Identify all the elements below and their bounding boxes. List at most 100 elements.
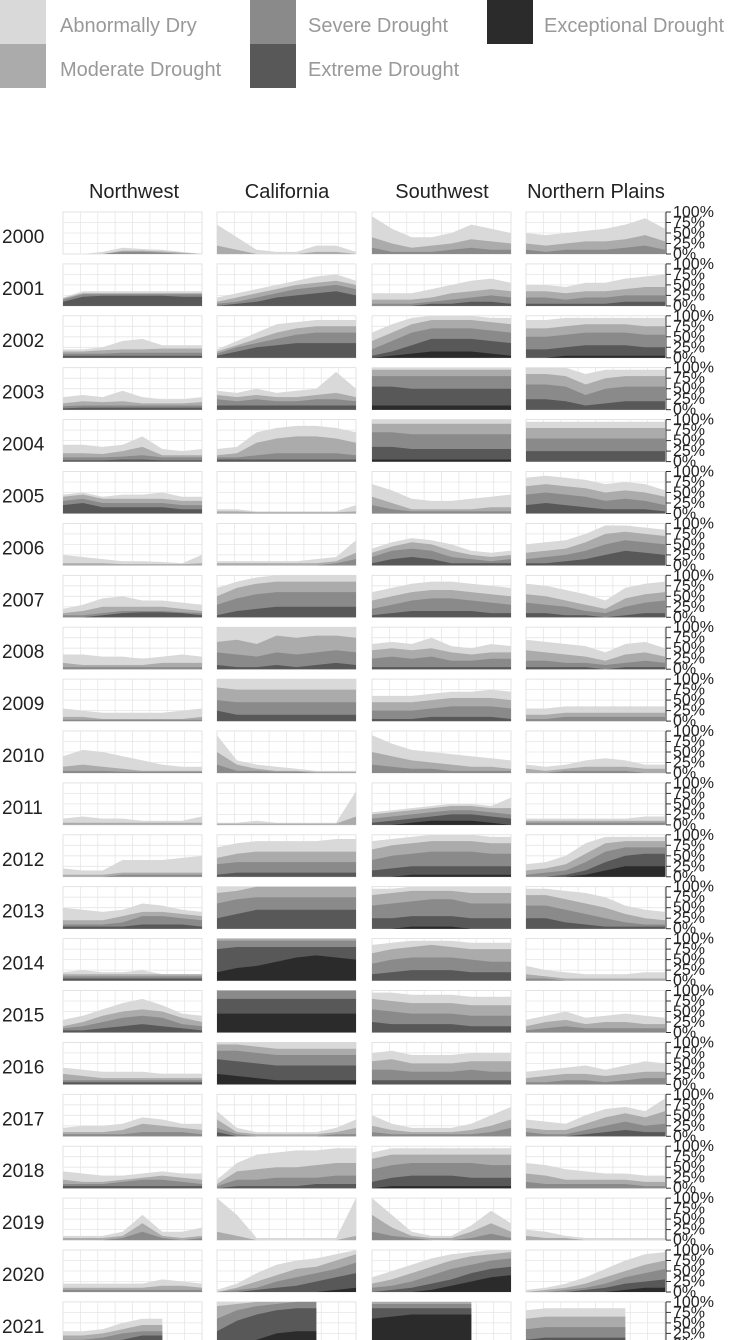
area-southwest-2008-d2 — [372, 656, 511, 670]
y-tick-label-2003-4: 100% — [673, 360, 714, 377]
y-tick-label-2007-4: 100% — [673, 567, 714, 584]
y-tick-label-2016-1: 25% — [673, 1066, 705, 1083]
area-northwest-2002-d3 — [63, 355, 202, 358]
row-label-2019: 2019 — [2, 1213, 44, 1234]
area-california-2005-d1 — [217, 511, 356, 514]
y-tick-label-2003-0: 0% — [673, 402, 696, 419]
area-northern-plains-2014-d1 — [526, 974, 665, 981]
y-tick-label-2011-1: 25% — [673, 806, 705, 823]
area-northern-plains-2014-d2 — [526, 978, 665, 981]
y-tick-label-2008-3: 75% — [673, 630, 705, 647]
legend-swatch-0 — [0, 0, 46, 44]
y-tick-label-2014-3: 75% — [673, 941, 705, 958]
y-tick-label-2018-0: 0% — [673, 1180, 696, 1197]
y-tick-label-2021-3: 75% — [673, 1304, 705, 1321]
area-southwest-2000-d2 — [372, 247, 511, 254]
area-southwest-2004-d4 — [372, 459, 511, 462]
area-northwest-2001-d3 — [63, 295, 202, 306]
area-northwest-2009-d0 — [63, 708, 202, 722]
area-northwest-2013-d3 — [63, 924, 202, 929]
area-california-2006-d0 — [217, 540, 356, 566]
legend-label-1: Moderate Drought — [60, 59, 222, 81]
area-california-2010-d1 — [217, 752, 356, 773]
y-tick-label-2009-4: 100% — [673, 671, 714, 688]
y-tick-label-2020-1: 25% — [673, 1274, 705, 1291]
y-tick-label-2019-1: 25% — [673, 1222, 705, 1239]
area-northern-plains-2010-d2 — [526, 770, 665, 773]
area-california-2010-d2 — [217, 764, 356, 773]
y-tick-label-2013-2: 50% — [673, 900, 705, 917]
area-northwest-2018-d3 — [63, 1186, 202, 1189]
y-tick-label-2008-2: 50% — [673, 640, 705, 657]
y-tick-label-2017-3: 75% — [673, 1097, 705, 1114]
area-southwest-2012-d3 — [372, 866, 511, 877]
y-tick-label-2006-4: 100% — [673, 515, 714, 532]
y-tick-label-2018-2: 50% — [673, 1159, 705, 1176]
y-tick-label-2016-4: 100% — [673, 1034, 714, 1051]
area-northern-plains-2014-d0 — [526, 965, 665, 981]
column-header-northwest: Northwest — [89, 181, 179, 203]
row-label-2010: 2010 — [2, 746, 44, 767]
y-tick-label-2019-2: 50% — [673, 1211, 705, 1228]
y-tick-label-2012-2: 50% — [673, 848, 705, 865]
area-northern-plains-2019-d1 — [526, 1235, 665, 1241]
y-tick-label-2003-2: 50% — [673, 381, 705, 398]
y-tick-label-2001-1: 25% — [673, 287, 705, 304]
area-southwest-2001-d3 — [372, 301, 511, 306]
area-northwest-2009-d2 — [63, 719, 202, 722]
legend-swatch-3 — [250, 44, 296, 88]
area-southwest-2003-d4 — [372, 405, 511, 410]
y-tick-label-2016-0: 0% — [673, 1076, 696, 1093]
y-tick-label-2018-3: 75% — [673, 1149, 705, 1166]
area-northern-plains-2021-d3 — [526, 1337, 626, 1340]
area-southwest-2014-d3 — [372, 970, 511, 981]
area-california-2003-d3 — [217, 405, 356, 410]
area-california-2009-d3 — [217, 710, 356, 722]
area-northern-plains-2002-d4 — [526, 355, 665, 358]
column-header-northern-plains: Northern Plains — [527, 181, 665, 203]
area-california-2001-d3 — [217, 291, 356, 306]
y-tick-label-2018-4: 100% — [673, 1138, 714, 1155]
row-label-2013: 2013 — [2, 902, 44, 923]
area-northwest-2012-d2 — [63, 874, 202, 877]
y-tick-label-2021-4: 100% — [673, 1294, 714, 1311]
area-california-2004-d3 — [217, 459, 356, 462]
y-tick-label-2014-4: 100% — [673, 931, 714, 948]
area-southwest-2021-d4 — [372, 1314, 472, 1340]
column-header-california: California — [245, 181, 330, 203]
y-tick-label-2006-1: 25% — [673, 547, 705, 564]
y-tick-label-2005-1: 25% — [673, 495, 705, 512]
y-tick-label-2010-0: 0% — [673, 765, 696, 782]
y-tick-label-2002-0: 0% — [673, 350, 696, 367]
y-tick-label-2005-4: 100% — [673, 464, 714, 481]
y-tick-label-2011-0: 0% — [673, 817, 696, 834]
area-northern-plains-2007-d2 — [526, 600, 665, 618]
area-northern-plains-2004-d3 — [526, 451, 665, 462]
area-northern-plains-2011-d2 — [526, 822, 665, 825]
area-southwest-2016-d3 — [372, 1080, 511, 1085]
area-northwest-2010-d2 — [63, 770, 202, 773]
y-tick-label-2005-2: 50% — [673, 485, 705, 502]
area-california-2021-d4 — [255, 1331, 317, 1340]
y-tick-label-2007-2: 50% — [673, 588, 705, 605]
y-tick-label-2015-3: 75% — [673, 993, 705, 1010]
area-northwest-2019-d2 — [63, 1231, 202, 1241]
area-southwest-2018-d4 — [372, 1186, 511, 1189]
y-tick-label-2017-2: 50% — [673, 1107, 705, 1124]
row-label-2018: 2018 — [2, 1161, 44, 1182]
y-tick-label-2007-0: 0% — [673, 609, 696, 626]
y-tick-label-2020-3: 75% — [673, 1253, 705, 1270]
area-california-2000-d1 — [217, 245, 356, 254]
y-tick-label-2001-4: 100% — [673, 256, 714, 273]
area-northwest-2004-d3 — [63, 459, 202, 462]
row-label-2017: 2017 — [2, 1109, 44, 1130]
area-southwest-2015-d3 — [372, 1022, 511, 1033]
y-tick-label-2021-0: 0% — [673, 1336, 696, 1340]
row-label-2003: 2003 — [2, 383, 44, 404]
y-tick-label-2017-1: 25% — [673, 1118, 705, 1135]
y-tick-label-2004-3: 75% — [673, 422, 705, 439]
column-header-southwest: Southwest — [395, 181, 489, 203]
y-tick-label-2004-4: 100% — [673, 412, 714, 429]
area-southwest-2011-d4 — [372, 820, 511, 825]
y-tick-label-2005-0: 0% — [673, 506, 696, 523]
